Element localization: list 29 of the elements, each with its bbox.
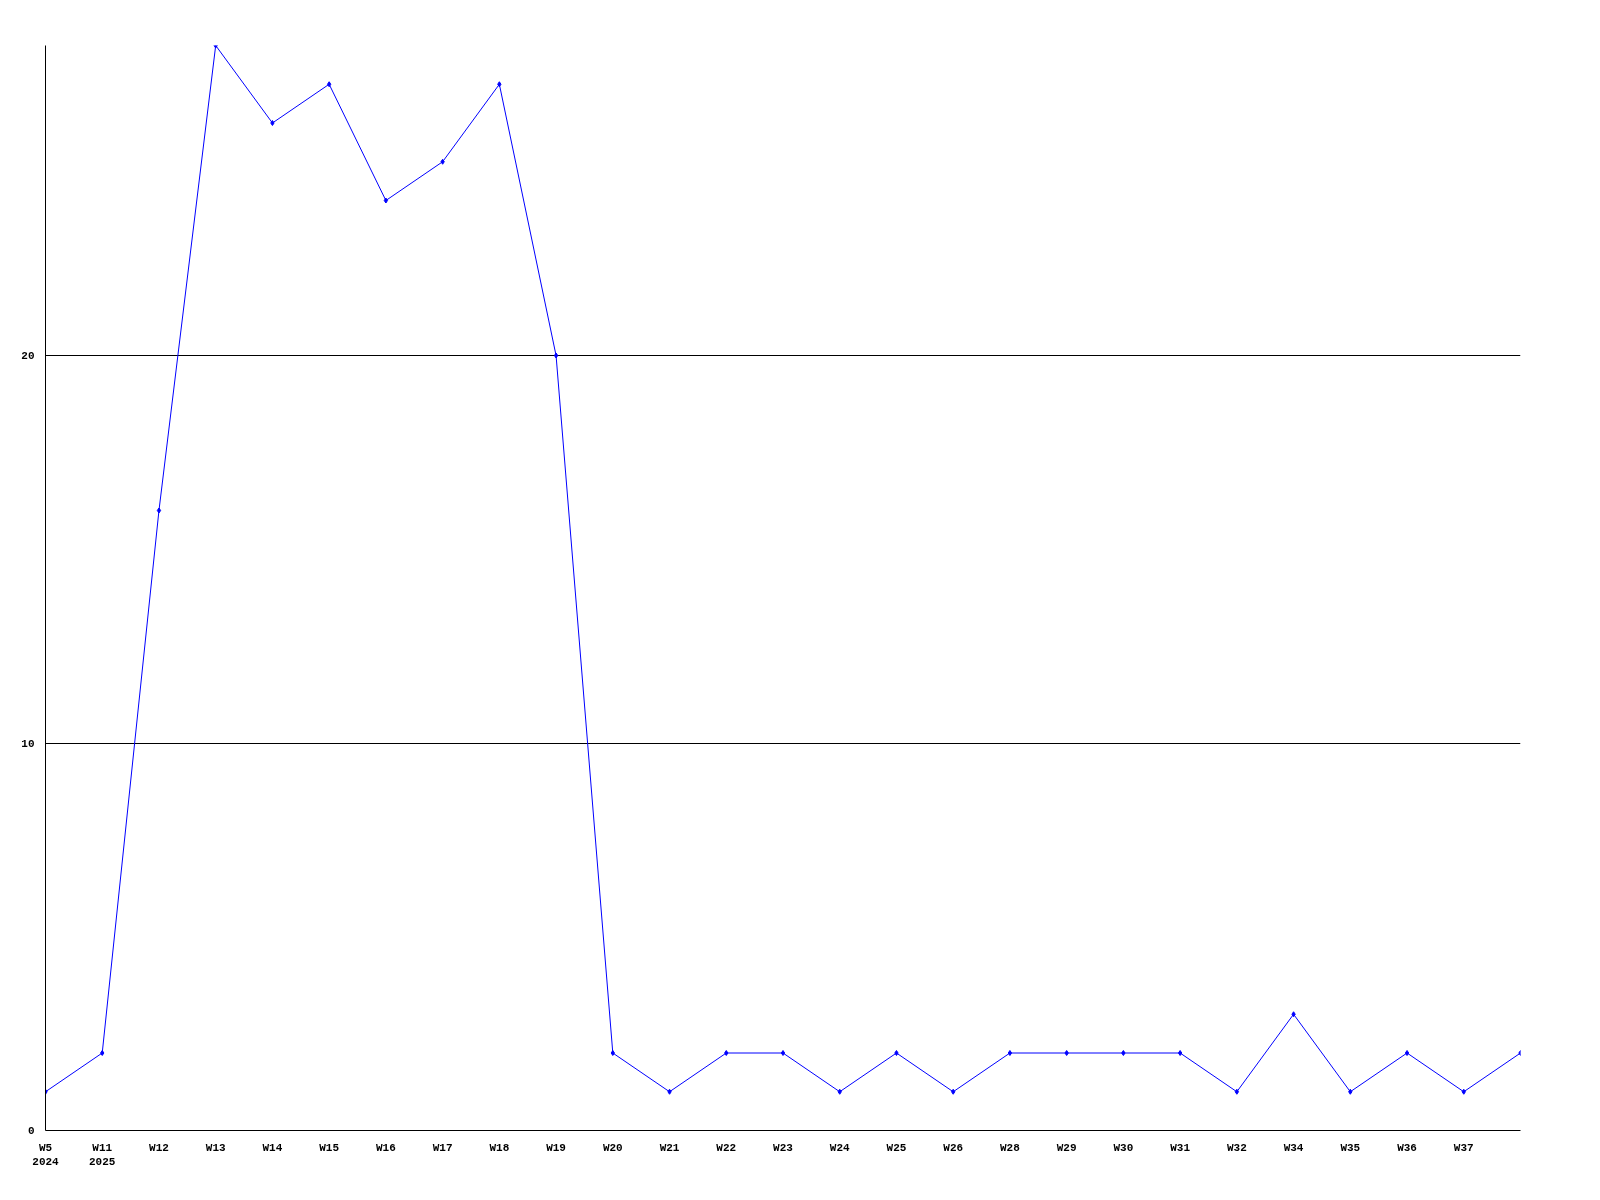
x-tick-label: W22 <box>716 1141 737 1154</box>
x-tick-label: W5 2024 <box>32 1141 60 1168</box>
y-tick-label: 20 <box>21 350 35 362</box>
x-tick-label: W36 <box>1397 1141 1417 1154</box>
x-tick-label: W28 <box>1000 1141 1021 1154</box>
x-tick-label: W14 <box>262 1141 283 1154</box>
x-tick-label: W21 <box>659 1141 680 1154</box>
x-tick-label: W12 <box>149 1141 169 1154</box>
x-tick-label: W17 <box>432 1141 453 1154</box>
x-tick-label: W16 <box>375 1141 396 1154</box>
x-tick-label: W29 <box>1056 1141 1077 1154</box>
x-tick-label: W37 <box>1453 1141 1474 1154</box>
x-tick-label: W20 <box>602 1141 623 1154</box>
x-tick-label: W30 <box>1113 1141 1134 1154</box>
x-tick-label: W26 <box>943 1141 964 1154</box>
y-tick-label: 10 <box>21 737 35 750</box>
y-tick-label: 0 <box>27 1125 35 1137</box>
x-tick-label: W24 <box>829 1141 851 1154</box>
x-tick-label: W13 <box>205 1141 226 1154</box>
x-tick-label: W25 <box>886 1141 907 1154</box>
x-tick-label: W19 <box>546 1141 566 1154</box>
x-tick-label: W34 <box>1283 1141 1304 1154</box>
x-tick-label: W11 2025 <box>89 1141 116 1168</box>
x-tick-label: W15 <box>319 1141 340 1154</box>
x-tick-label: W35 <box>1340 1141 1361 1154</box>
x-tick-label: W31 <box>1170 1141 1191 1154</box>
x-tick-label: W18 <box>489 1141 510 1154</box>
x-tick-label: W32 <box>1226 1141 1247 1154</box>
x-tick-label: W23 <box>773 1141 794 1154</box>
